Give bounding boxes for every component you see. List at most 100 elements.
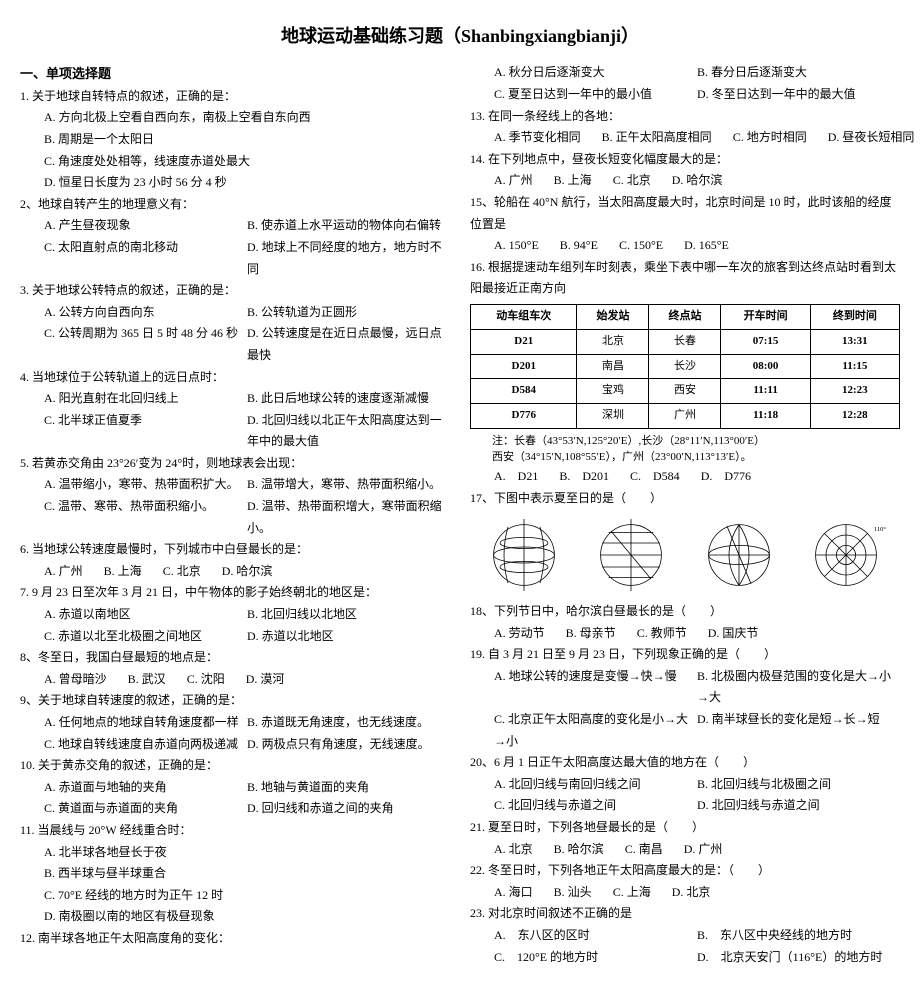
td: 深圳	[577, 404, 649, 429]
td: D584	[471, 379, 577, 404]
left-column: 一、单项选择题 1. 关于地球自转特点的叙述，正确的是： A. 方向北极上空看自…	[20, 62, 450, 968]
opt: D. 国庆节	[708, 623, 759, 645]
td: 北京	[577, 329, 649, 354]
opt: C. D584	[630, 466, 680, 488]
opt: D. 恒星日长度为 23 小时 56 分 4 秒	[44, 172, 450, 194]
q2: 2、地球自转产生的地理意义有：	[20, 194, 450, 216]
q1: 1. 关于地球自转特点的叙述，正确的是：	[20, 86, 450, 108]
globe-b	[591, 515, 671, 595]
opt: C. 70°E 经线的地方时为正午 12 时	[44, 885, 450, 907]
q23: 23. 对北京时间叙述不正确的是	[470, 903, 900, 925]
q20-opts: A. 北回归线与南回归线之间B. 北回归线与北极圈之间 C. 北回归线与赤道之间…	[470, 774, 900, 817]
opt: D. 北京	[672, 882, 711, 904]
opt: B. 西半球与昼半球重合	[44, 863, 450, 885]
opt: A. 北半球各地昼长于夜	[44, 842, 450, 864]
opt: C. 北京正午太阳高度的变化是小→大→小	[494, 709, 697, 752]
opt: B. 母亲节	[566, 623, 616, 645]
opt: B. 北回归线以北地区	[247, 604, 450, 626]
opt: C. 沈阳	[187, 669, 225, 691]
opt: A. 季节变化相同	[494, 127, 581, 149]
opt: D. 广州	[684, 839, 723, 861]
q15-opts: A. 150°E B. 94°E C. 150°E D. 165°E	[470, 235, 900, 257]
td: 11:18	[721, 404, 810, 429]
opt: B. 哈尔滨	[554, 839, 604, 861]
q19-opts: A. 地球公转的速度是变慢→快→慢B. 北极圈内极昼范围的变化是大→小→大 C.…	[470, 666, 900, 752]
opt: A. 赤道以南地区	[44, 604, 247, 626]
opt: D. 165°E	[684, 235, 729, 257]
opt: D. 南半球昼长的变化是短→长→短	[697, 709, 900, 752]
td: 南昌	[577, 354, 649, 379]
opt: A. 劳动节	[494, 623, 545, 645]
right-column: A. 秋分日后逐渐变大B. 春分日后逐渐变大 C. 夏至日达到一年中的最小值D.…	[470, 62, 900, 968]
opt: B. 北极圈内极昼范围的变化是大→小→大	[697, 666, 900, 709]
opt: A. 任何地点的地球自转角速度都一样	[44, 712, 247, 734]
q13-opts: A. 季节变化相同 B. 正午太阳高度相同 C. 地方时相同 D. 昼夜长短相同	[470, 127, 900, 149]
q7: 7. 9 月 23 日至次年 3 月 21 日，中午物体的影子始终朝北的地区是：	[20, 582, 450, 604]
opt: C. 北回归线与赤道之间	[494, 795, 697, 817]
globe-diagrams: 110°	[470, 515, 900, 595]
td: 长沙	[649, 354, 721, 379]
opt: A. 150°E	[494, 235, 539, 257]
opt: B. 正午太阳高度相同	[602, 127, 712, 149]
opt: C. 地方时相同	[733, 127, 807, 149]
q22: 22. 冬至日时，下列各地正午太阳高度最大的是：（ ）	[470, 860, 900, 882]
opt: D. 北回归线与赤道之间	[697, 795, 900, 817]
th: 开车时间	[721, 304, 810, 329]
q14: 14. 在下列地点中，昼夜长短变化幅度最大的是：	[470, 149, 900, 171]
opt: A. 广州	[44, 561, 83, 583]
opt: A. 北京	[494, 839, 533, 861]
opt: C. 温带、寒带、热带面积缩小。	[44, 496, 247, 539]
opt: D. 温带、热带面积增大，寒带面积缩小。	[247, 496, 450, 539]
opt: B. 春分日后逐渐变大	[697, 62, 900, 84]
q6-opts: A. 广州 B. 上海 C. 北京 D. 哈尔滨	[20, 561, 450, 583]
opt: C. 教师节	[637, 623, 687, 645]
opt: C. 上海	[613, 882, 651, 904]
q21: 21. 夏至日时，下列各地昼最长的是（ ）	[470, 817, 900, 839]
opt: C. 赤道以北至北极圈之间地区	[44, 626, 247, 648]
opt: C. 太阳直射点的南北移动	[44, 237, 247, 280]
q21-opts: A. 北京 B. 哈尔滨 C. 南昌 D. 广州	[470, 839, 900, 861]
train-timetable: 动车组车次 始发站 终点站 开车时间 终到时间 D21北京长春07:1513:3…	[470, 304, 900, 429]
opt: A. 产生昼夜现象	[44, 215, 247, 237]
q5: 5. 若黄赤交角由 23°26′变为 24°时，则地球表会出现：	[20, 453, 450, 475]
td: 13:31	[810, 329, 899, 354]
globe-d: 110°	[806, 515, 886, 595]
opt: A. D21	[494, 466, 538, 488]
opt: C. 公转周期为 365 日 5 时 48 分 46 秒	[44, 323, 247, 366]
opt: C. 南昌	[625, 839, 663, 861]
opt: A. 温带缩小，寒带、热带面积扩大。	[44, 474, 247, 496]
th: 终点站	[649, 304, 721, 329]
q1-opts: A. 方向北极上空看自西向东，南极上空看自东向西 B. 周期是一个太阳日 C. …	[20, 107, 450, 193]
opt: C. 角速度处处相等，线速度赤道处最大	[44, 151, 450, 173]
opt: B. 地轴与黄道面的夹角	[247, 777, 450, 799]
opt: A. 阳光直射在北回归线上	[44, 388, 247, 410]
opt: B. 周期是一个太阳日	[44, 129, 450, 151]
svg-text:110°: 110°	[874, 526, 886, 533]
opt: B. 上海	[104, 561, 142, 583]
opt: D. 北回归线以北正午太阳高度达到一年中的最大值	[247, 410, 450, 453]
th: 动车组车次	[471, 304, 577, 329]
opt: C. 地球自转线速度自赤道向两极递减	[44, 734, 247, 756]
opt: C. 北半球正值夏季	[44, 410, 247, 453]
opt: B. 94°E	[560, 235, 598, 257]
opt: A. 海口	[494, 882, 533, 904]
q17: 17、下图中表示夏至日的是（ ）	[470, 488, 900, 510]
two-column-layout: 一、单项选择题 1. 关于地球自转特点的叙述，正确的是： A. 方向北极上空看自…	[20, 62, 900, 968]
table-row: D776深圳广州11:1812:28	[471, 404, 900, 429]
opt: D. 地球上不同经度的地方，地方时不同	[247, 237, 450, 280]
q9: 9、关于地球自转速度的叙述，正确的是：	[20, 690, 450, 712]
q4-opts: A. 阳光直射在北回归线上B. 此日后地球公转的速度逐渐减慢 C. 北半球正值夏…	[20, 388, 450, 453]
opt: D. D776	[701, 466, 751, 488]
opt: B. 东八区中央经线的地方时	[697, 925, 900, 947]
q10-opts: A. 赤道面与地轴的夹角B. 地轴与黄道面的夹角 C. 黄道面与赤道面的夹角D.…	[20, 777, 450, 820]
q12: 12. 南半球各地正午太阳高度角的变化：	[20, 928, 450, 950]
q18-opts: A. 劳动节 B. 母亲节 C. 教师节 D. 国庆节	[470, 623, 900, 645]
q10: 10. 关于黄赤交角的叙述，正确的是：	[20, 755, 450, 777]
td: 西安	[649, 379, 721, 404]
opt: D. 北京天安门（116°E）的地方时	[697, 947, 900, 969]
q6: 6. 当地球公转速度最慢时，下列城市中白昼最长的是：	[20, 539, 450, 561]
opt: D. 漠河	[246, 669, 285, 691]
opt: D. 南极圈以南的地区有极昼现象	[44, 906, 450, 928]
opt: D. 公转速度是在近日点最慢，远日点最快	[247, 323, 450, 366]
opt: D. 哈尔滨	[222, 561, 273, 583]
